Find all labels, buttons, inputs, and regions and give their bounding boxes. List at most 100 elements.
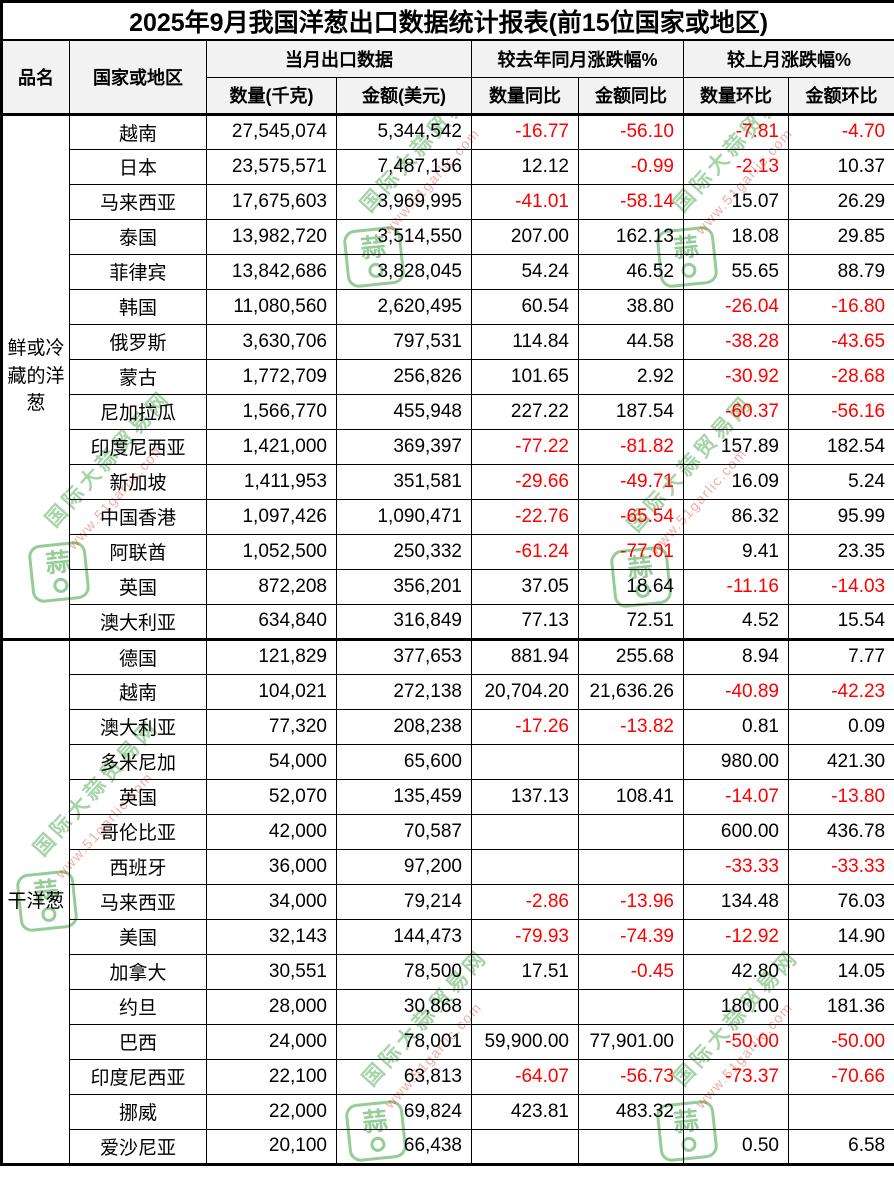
amount-mom-cell: 10.37 bbox=[787, 148, 894, 185]
country-cell: 澳大利亚 bbox=[69, 603, 207, 640]
amount-yoy-cell: 162.13 bbox=[578, 218, 684, 255]
table-body: 鲜或冷藏的洋葱 越南 27,545,074 5,344,542 -16.77 -56.10… bbox=[1, 112, 894, 1165]
amount-yoy-cell: -74.39 bbox=[578, 918, 684, 955]
qty-yoy-cell bbox=[471, 1128, 579, 1165]
amount-cell: 2,620,495 bbox=[336, 288, 472, 325]
country-cell: 马来西亚 bbox=[69, 883, 207, 920]
amount-yoy-cell bbox=[578, 988, 684, 1025]
qty-cell: 27,545,074 bbox=[206, 112, 337, 150]
qty-cell: 121,829 bbox=[206, 637, 337, 675]
qty-yoy-cell bbox=[471, 743, 579, 780]
qty-mom-cell: -30.92 bbox=[683, 358, 789, 395]
amount-mom-cell: -16.80 bbox=[787, 288, 894, 325]
qty-mom-cell: 8.94 bbox=[683, 637, 789, 675]
amount-mom-cell: 5.24 bbox=[787, 463, 894, 500]
amount-cell: 7,487,156 bbox=[336, 148, 472, 185]
qty-yoy-cell: 227.22 bbox=[471, 393, 579, 430]
qty-yoy-cell: 12.12 bbox=[471, 148, 579, 185]
qty-cell: 104,021 bbox=[206, 673, 337, 710]
table-row: 澳大利亚 77,320 208,238 -17.26 -13.82 0.81 0.09 bbox=[2, 708, 894, 745]
amount-mom-cell: -70.66 bbox=[787, 1058, 894, 1095]
qty-cell: 36,000 bbox=[206, 848, 337, 885]
amount-mom-cell: 23.35 bbox=[787, 533, 894, 570]
amount-yoy-cell: -77.01 bbox=[578, 533, 684, 570]
qty-cell: 24,000 bbox=[206, 1023, 337, 1060]
country-cell: 韩国 bbox=[69, 288, 207, 325]
amount-cell: 79,214 bbox=[336, 883, 472, 920]
qty-mom-cell: -11.16 bbox=[683, 568, 789, 605]
qty-yoy-cell bbox=[471, 988, 579, 1025]
product-cell: 干洋葱 bbox=[1, 637, 70, 1165]
amount-cell: 30,868 bbox=[336, 988, 472, 1025]
table-row: 约旦 28,000 30,868 180.00 181.36 bbox=[2, 988, 894, 1025]
report-title: 2025年9月我国洋葱出口数据统计报表(前15位国家或地区) bbox=[0, 1, 894, 41]
table-row: 尼加拉瓜 1,566,770 455,948 227.22 187.54 -60.37 -5… bbox=[2, 393, 894, 430]
qty-mom-cell: -73.37 bbox=[683, 1058, 789, 1095]
amount-cell: 316,849 bbox=[336, 603, 472, 640]
qty-cell: 1,052,500 bbox=[206, 533, 337, 570]
country-cell: 加拿大 bbox=[69, 953, 207, 990]
country-cell: 英国 bbox=[69, 568, 207, 605]
amount-cell: 3,828,045 bbox=[336, 253, 472, 290]
qty-yoy-cell: -64.07 bbox=[471, 1058, 579, 1095]
amount-mom-cell: 181.36 bbox=[787, 988, 894, 1025]
qty-cell: 22,000 bbox=[206, 1093, 337, 1130]
amount-cell: 3,969,995 bbox=[336, 183, 472, 220]
col-header-qty-kg: 数量(千克) bbox=[206, 76, 337, 115]
amount-cell: 208,238 bbox=[336, 708, 472, 745]
country-cell: 哥伦比亚 bbox=[69, 813, 207, 850]
qty-cell: 1,097,426 bbox=[206, 498, 337, 535]
amount-mom-cell: 26.29 bbox=[787, 183, 894, 220]
qty-cell: 22,100 bbox=[206, 1058, 337, 1095]
amount-cell: 97,200 bbox=[336, 848, 472, 885]
amount-mom-cell: 421.30 bbox=[787, 743, 894, 780]
amount-cell: 272,138 bbox=[336, 673, 472, 710]
qty-yoy-cell bbox=[471, 848, 579, 885]
col-header-amount-mom: 金额环比 bbox=[787, 76, 894, 115]
qty-mom-cell: -12.92 bbox=[683, 918, 789, 955]
country-cell: 尼加拉瓜 bbox=[69, 393, 207, 430]
table-row: 阿联酋 1,052,500 250,332 -61.24 -77.01 9.41 23.35 bbox=[2, 533, 894, 570]
qty-mom-cell: 42.80 bbox=[683, 953, 789, 990]
qty-mom-cell: -14.07 bbox=[683, 778, 789, 815]
qty-cell: 1,772,709 bbox=[206, 358, 337, 395]
qty-yoy-cell: 881.94 bbox=[471, 637, 579, 675]
qty-mom-cell: -33.33 bbox=[683, 848, 789, 885]
qty-mom-cell: 4.52 bbox=[683, 603, 789, 640]
amount-cell: 356,201 bbox=[336, 568, 472, 605]
country-cell: 日本 bbox=[69, 148, 207, 185]
table-row: 爱沙尼亚 20,100 66,438 0.50 6.58 bbox=[2, 1128, 894, 1165]
title-row: 2025年9月我国洋葱出口数据统计报表(前15位国家或地区) bbox=[0, 1, 894, 41]
amount-yoy-cell: 483.32 bbox=[578, 1093, 684, 1130]
qty-mom-cell: -40.89 bbox=[683, 673, 789, 710]
country-cell: 西班牙 bbox=[69, 848, 207, 885]
amount-yoy-cell: -0.99 bbox=[578, 148, 684, 185]
qty-yoy-cell: -22.76 bbox=[471, 498, 579, 535]
qty-mom-cell: -50.00 bbox=[683, 1023, 789, 1060]
amount-mom-cell: 436.78 bbox=[787, 813, 894, 850]
amount-yoy-cell: -13.96 bbox=[578, 883, 684, 920]
qty-yoy-cell: -29.66 bbox=[471, 463, 579, 500]
col-header-qty-yoy: 数量同比 bbox=[471, 76, 579, 115]
qty-cell: 34,000 bbox=[206, 883, 337, 920]
qty-yoy-cell: 17.51 bbox=[471, 953, 579, 990]
qty-yoy-cell: 137.13 bbox=[471, 778, 579, 815]
amount-mom-cell: 88.79 bbox=[787, 253, 894, 290]
qty-cell: 17,675,603 bbox=[206, 183, 337, 220]
amount-cell: 5,344,542 bbox=[336, 112, 472, 150]
qty-mom-cell: 15.07 bbox=[683, 183, 789, 220]
qty-mom-cell bbox=[683, 1093, 789, 1130]
table-row: 英国 52,070 135,459 137.13 108.41 -14.07 -13.80 bbox=[2, 778, 894, 815]
qty-yoy-cell: -2.86 bbox=[471, 883, 579, 920]
table-row: 英国 872,208 356,201 37.05 18.64 -11.16 -14.03 bbox=[2, 568, 894, 605]
country-cell: 爱沙尼亚 bbox=[69, 1128, 207, 1165]
amount-cell: 1,090,471 bbox=[336, 498, 472, 535]
qty-yoy-cell: 59,900.00 bbox=[471, 1023, 579, 1060]
table-row: 干洋葱 德国 121,829 377,653 881.94 255.68 8.94 7.77 bbox=[1, 637, 894, 1165]
qty-yoy-cell: 114.84 bbox=[471, 323, 579, 360]
country-cell: 约旦 bbox=[69, 988, 207, 1025]
amount-mom-cell: -33.33 bbox=[787, 848, 894, 885]
qty-yoy-cell: 54.24 bbox=[471, 253, 579, 290]
amount-mom-cell: 15.54 bbox=[787, 603, 894, 640]
